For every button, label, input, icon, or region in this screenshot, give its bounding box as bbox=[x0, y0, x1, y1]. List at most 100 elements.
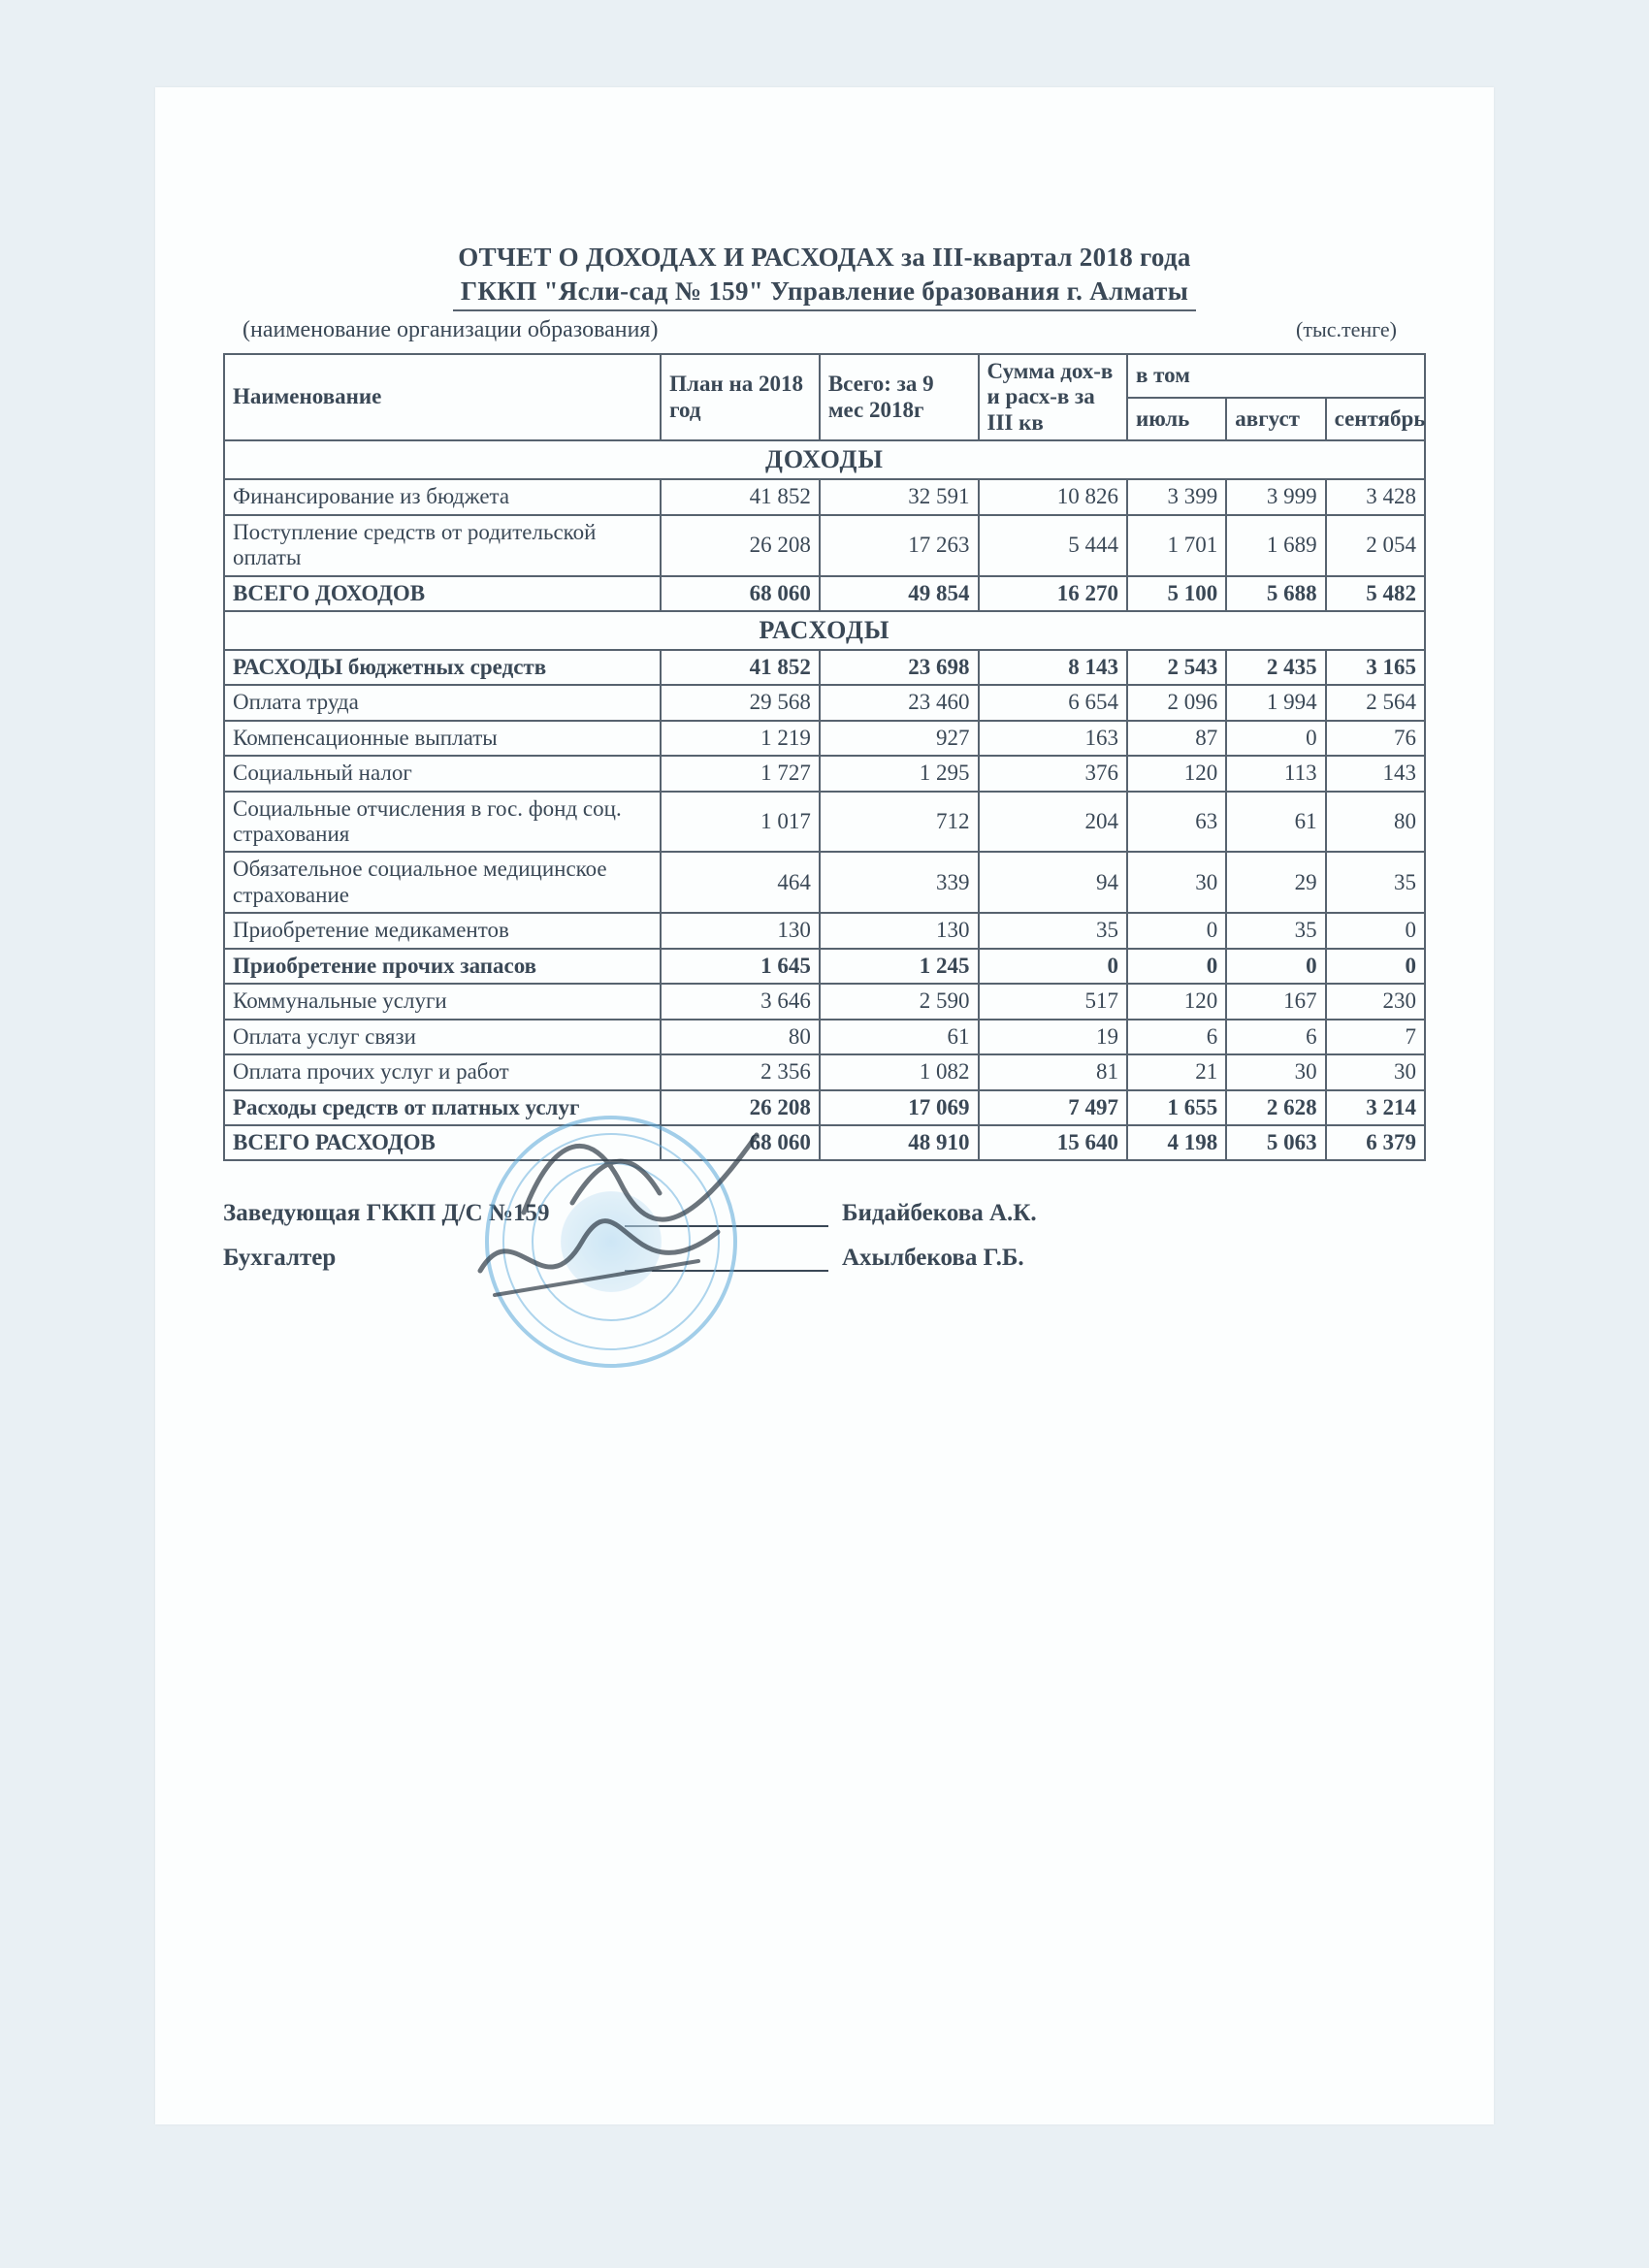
cell-jul: 4 198 bbox=[1127, 1125, 1226, 1160]
col-jul: июль bbox=[1127, 398, 1226, 441]
cell-aug: 5 063 bbox=[1226, 1125, 1325, 1160]
cell-jul: 87 bbox=[1127, 721, 1226, 756]
signature-row-head: Заведующая ГККП Д/С №159 Бидайбекова А.К… bbox=[223, 1200, 1426, 1227]
cell-q3: 10 826 bbox=[979, 479, 1127, 514]
cell-jul: 30 bbox=[1127, 852, 1226, 913]
cell-q3: 81 bbox=[979, 1054, 1127, 1089]
cell-q3: 6 654 bbox=[979, 685, 1127, 720]
cell-jul: 0 bbox=[1127, 913, 1226, 948]
cell-plan: 26 208 bbox=[661, 515, 820, 576]
table-row: РАСХОДЫ бюджетных средств41 85223 6988 1… bbox=[224, 650, 1425, 685]
table-row: Коммунальные услуги3 6462 59051712016723… bbox=[224, 984, 1425, 1019]
cell-total: 1 082 bbox=[820, 1054, 979, 1089]
cell-sep: 30 bbox=[1326, 1054, 1425, 1089]
cell-jul: 63 bbox=[1127, 792, 1226, 853]
cell-aug: 61 bbox=[1226, 792, 1325, 853]
cell-name: Поступление средств от родительской опла… bbox=[224, 515, 661, 576]
table-row: Оплата услуг связи806119667 bbox=[224, 1020, 1425, 1054]
cell-aug: 1 994 bbox=[1226, 685, 1325, 720]
org-note: (наименование организации образования) bbox=[242, 317, 658, 343]
cell-sep: 35 bbox=[1326, 852, 1425, 913]
document-sheet: ОТЧЕТ О ДОХОДАХ И РАСХОДАХ за III-кварта… bbox=[155, 87, 1494, 2124]
table-row: ВСЕГО РАСХОДОВ68 06048 91015 6404 1985 0… bbox=[224, 1125, 1425, 1160]
cell-total: 32 591 bbox=[820, 479, 979, 514]
section-heading: РАСХОДЫ bbox=[224, 611, 1425, 650]
cell-aug: 29 bbox=[1226, 852, 1325, 913]
cell-sep: 3 165 bbox=[1326, 650, 1425, 685]
cell-total: 17 263 bbox=[820, 515, 979, 576]
cell-jul: 1 655 bbox=[1127, 1090, 1226, 1125]
cell-sep: 2 564 bbox=[1326, 685, 1425, 720]
cell-total: 712 bbox=[820, 792, 979, 853]
cell-q3: 8 143 bbox=[979, 650, 1127, 685]
cell-jul: 2 096 bbox=[1127, 685, 1226, 720]
cell-plan: 41 852 bbox=[661, 479, 820, 514]
cell-total: 927 bbox=[820, 721, 979, 756]
cell-name: Коммунальные услуги bbox=[224, 984, 661, 1019]
cell-aug: 3 999 bbox=[1226, 479, 1325, 514]
sig1-line bbox=[625, 1200, 828, 1227]
cell-jul: 1 701 bbox=[1127, 515, 1226, 576]
cell-name: Финансирование из бюджета bbox=[224, 479, 661, 514]
cell-jul: 3 399 bbox=[1127, 479, 1226, 514]
cell-aug: 0 bbox=[1226, 949, 1325, 984]
cell-jul: 21 bbox=[1127, 1054, 1226, 1089]
cell-plan: 29 568 bbox=[661, 685, 820, 720]
cell-aug: 30 bbox=[1226, 1054, 1325, 1089]
cell-plan: 1 017 bbox=[661, 792, 820, 853]
table-row: Компенсационные выплаты1 21992716387076 bbox=[224, 721, 1425, 756]
cell-name: Компенсационные выплаты bbox=[224, 721, 661, 756]
cell-aug: 2 435 bbox=[1226, 650, 1325, 685]
sig1-name: Бидайбекова А.К. bbox=[842, 1200, 1037, 1227]
cell-sep: 6 379 bbox=[1326, 1125, 1425, 1160]
sig2-line bbox=[625, 1245, 828, 1272]
cell-name: Социальные отчисления в гос. фонд соц. с… bbox=[224, 792, 661, 853]
col-aug: август bbox=[1226, 398, 1325, 441]
cell-sep: 2 054 bbox=[1326, 515, 1425, 576]
cell-sep: 0 bbox=[1326, 913, 1425, 948]
report-subtitle: ГККП "Ясли-сад № 159" Управление бразова… bbox=[453, 276, 1196, 311]
cell-plan: 80 bbox=[661, 1020, 820, 1054]
cell-aug: 113 bbox=[1226, 756, 1325, 791]
cell-aug: 167 bbox=[1226, 984, 1325, 1019]
cell-total: 130 bbox=[820, 913, 979, 948]
cell-sep: 7 bbox=[1326, 1020, 1425, 1054]
cell-q3: 16 270 bbox=[979, 576, 1127, 611]
table-row: Обязательное социальное медицинское стра… bbox=[224, 852, 1425, 913]
col-name: Наименование bbox=[224, 354, 661, 440]
table-row: Приобретение прочих запасов1 6451 245000… bbox=[224, 949, 1425, 984]
cell-sep: 80 bbox=[1326, 792, 1425, 853]
cell-q3: 0 bbox=[979, 949, 1127, 984]
cell-q3: 15 640 bbox=[979, 1125, 1127, 1160]
cell-total: 1 295 bbox=[820, 756, 979, 791]
cell-plan: 41 852 bbox=[661, 650, 820, 685]
table-row: Расходы средств от платных услуг26 20817… bbox=[224, 1090, 1425, 1125]
cell-total: 1 245 bbox=[820, 949, 979, 984]
cell-jul: 5 100 bbox=[1127, 576, 1226, 611]
cell-name: Приобретение медикаментов bbox=[224, 913, 661, 948]
cell-name: Обязательное социальное медицинское стра… bbox=[224, 852, 661, 913]
cell-total: 23 460 bbox=[820, 685, 979, 720]
cell-sep: 0 bbox=[1326, 949, 1425, 984]
col-sep: сентябрь bbox=[1326, 398, 1425, 441]
cell-name: Приобретение прочих запасов bbox=[224, 949, 661, 984]
cell-name: Расходы средств от платных услуг bbox=[224, 1090, 661, 1125]
sig2-name: Ахылбекова Г.Б. bbox=[842, 1245, 1024, 1272]
cell-total: 61 bbox=[820, 1020, 979, 1054]
signature-row-accountant: Бухгалтер Ахылбекова Г.Б. bbox=[223, 1245, 1426, 1272]
cell-name: РАСХОДЫ бюджетных средств bbox=[224, 650, 661, 685]
cell-total: 339 bbox=[820, 852, 979, 913]
col-group: в том bbox=[1127, 354, 1425, 398]
cell-jul: 6 bbox=[1127, 1020, 1226, 1054]
cell-aug: 6 bbox=[1226, 1020, 1325, 1054]
cell-q3: 5 444 bbox=[979, 515, 1127, 576]
cell-aug: 5 688 bbox=[1226, 576, 1325, 611]
cell-name: Оплата услуг связи bbox=[224, 1020, 661, 1054]
cell-jul: 120 bbox=[1127, 984, 1226, 1019]
cell-q3: 163 bbox=[979, 721, 1127, 756]
cell-total: 2 590 bbox=[820, 984, 979, 1019]
cell-plan: 2 356 bbox=[661, 1054, 820, 1089]
section-heading: ДОХОДЫ bbox=[224, 440, 1425, 479]
table-row: Поступление средств от родительской опла… bbox=[224, 515, 1425, 576]
cell-name: ВСЕГО ДОХОДОВ bbox=[224, 576, 661, 611]
